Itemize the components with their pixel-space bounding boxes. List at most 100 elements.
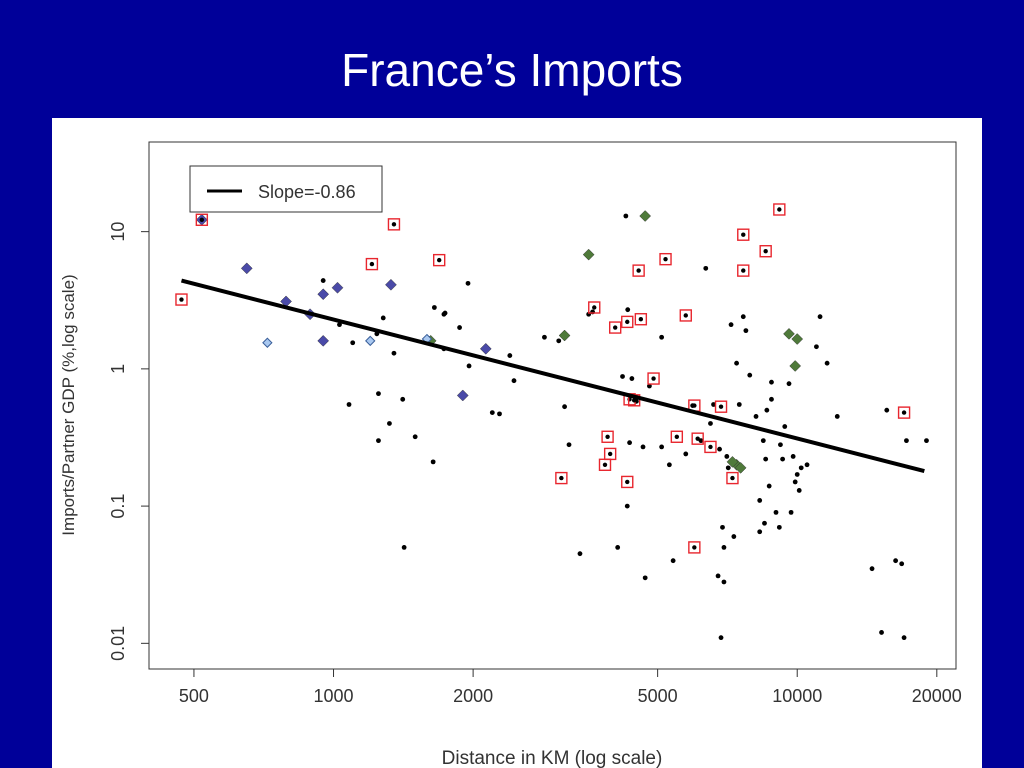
legend: Slope=-0.86	[189, 165, 383, 213]
diamond-point	[317, 288, 330, 301]
data-point	[804, 462, 810, 468]
data-point	[794, 472, 800, 477]
data-point	[760, 438, 766, 444]
data-point	[703, 265, 709, 271]
diamond-point	[783, 327, 795, 340]
boxed-data-point	[636, 268, 641, 273]
x-tick-label: 5000	[638, 686, 678, 706]
boxed-data-point	[612, 325, 618, 330]
boxed-data-point	[602, 462, 608, 467]
data-point	[642, 575, 648, 581]
boxed-data-point	[625, 479, 630, 485]
data-point	[879, 630, 884, 635]
boxed-data-point	[695, 436, 700, 441]
data-point	[924, 438, 929, 444]
data-point	[401, 545, 407, 550]
data-point	[736, 402, 742, 407]
data-point	[718, 635, 724, 641]
data-point	[400, 396, 406, 402]
data-point	[623, 213, 629, 219]
data-point	[717, 446, 722, 452]
x-tick-label: 2000	[453, 686, 493, 706]
x-tick-label: 500	[179, 686, 209, 706]
boxed-data-point	[605, 434, 610, 439]
data-point	[763, 456, 769, 462]
boxed-data-point	[638, 317, 644, 322]
data-point	[457, 325, 462, 330]
data-point	[659, 444, 665, 450]
boxed-data-point	[718, 404, 724, 409]
diamond-point	[558, 329, 571, 342]
data-point	[869, 566, 875, 572]
data-point	[724, 454, 730, 459]
boxed-data-point	[592, 305, 597, 310]
data-point	[721, 579, 727, 585]
boxed-data-point	[559, 475, 564, 481]
light-diamond-point	[365, 335, 376, 347]
chart-panel: 500 1000 2000 5000 10000 20000 0.01 0.1 1 10 Dis…	[52, 118, 982, 768]
data-point	[834, 414, 840, 419]
data-point	[412, 434, 418, 440]
legend-box	[189, 165, 383, 213]
data-point	[747, 372, 753, 378]
data-point	[624, 503, 630, 509]
boxed-data-point	[199, 217, 205, 222]
data-point	[350, 340, 356, 346]
data-point	[798, 465, 804, 471]
data-point	[683, 451, 689, 457]
boxed-data-point	[674, 434, 680, 439]
boxed-data-point	[391, 222, 397, 227]
data-point	[497, 411, 502, 417]
data-point	[666, 462, 672, 468]
data-point	[725, 465, 731, 471]
data-point	[824, 360, 830, 366]
data-point	[577, 551, 583, 557]
data-point	[753, 414, 759, 419]
data-point	[792, 479, 798, 485]
highlight-box	[759, 245, 772, 258]
data-point	[715, 573, 721, 579]
highlight-box	[688, 541, 701, 554]
highlight-box	[634, 313, 648, 326]
data-point	[762, 520, 767, 526]
boxed-data-point	[901, 410, 907, 415]
data-point	[769, 396, 774, 402]
data-point	[764, 407, 770, 413]
data-point	[376, 438, 381, 444]
x-axis: 500 1000 2000 5000 10000 20000	[179, 669, 962, 706]
highlight-box	[601, 430, 614, 443]
data-point	[659, 334, 665, 340]
data-point	[556, 338, 562, 344]
y-tick-label: 1	[108, 364, 128, 374]
data-point	[766, 483, 772, 489]
data-point	[391, 350, 397, 356]
data-point	[773, 509, 779, 515]
boxed-data-point	[777, 207, 782, 212]
diamond-point	[456, 389, 469, 402]
y-tick-label: 10	[108, 222, 128, 242]
data-point	[465, 280, 471, 286]
plot-frame	[148, 141, 957, 670]
data-point	[790, 454, 796, 459]
data-point	[489, 410, 495, 416]
highlight-box	[773, 203, 786, 216]
boxed-data-point	[651, 376, 656, 381]
data-point	[629, 376, 635, 381]
y-tick-label: 0.01	[108, 626, 128, 661]
data-point	[320, 278, 326, 283]
data-point	[542, 334, 547, 340]
highlight-box	[704, 440, 717, 454]
data-point	[376, 391, 381, 397]
highlight-box	[598, 458, 612, 471]
y-axis: 0.01 0.1 1 10	[108, 222, 149, 661]
data-point	[441, 311, 447, 317]
diamond-point	[639, 210, 652, 222]
data-point	[740, 314, 746, 320]
data-point	[893, 558, 899, 564]
boxed-data-point	[692, 403, 697, 408]
data-point	[884, 407, 890, 413]
data-point	[711, 402, 716, 407]
scatter-plot: 500 1000 2000 5000 10000 20000 0.01 0.1 1 10 Dis…	[59, 141, 962, 768]
data-point	[788, 509, 794, 515]
data-point	[796, 488, 802, 493]
